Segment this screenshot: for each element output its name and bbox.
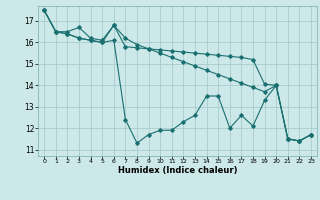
X-axis label: Humidex (Indice chaleur): Humidex (Indice chaleur) bbox=[118, 166, 237, 175]
